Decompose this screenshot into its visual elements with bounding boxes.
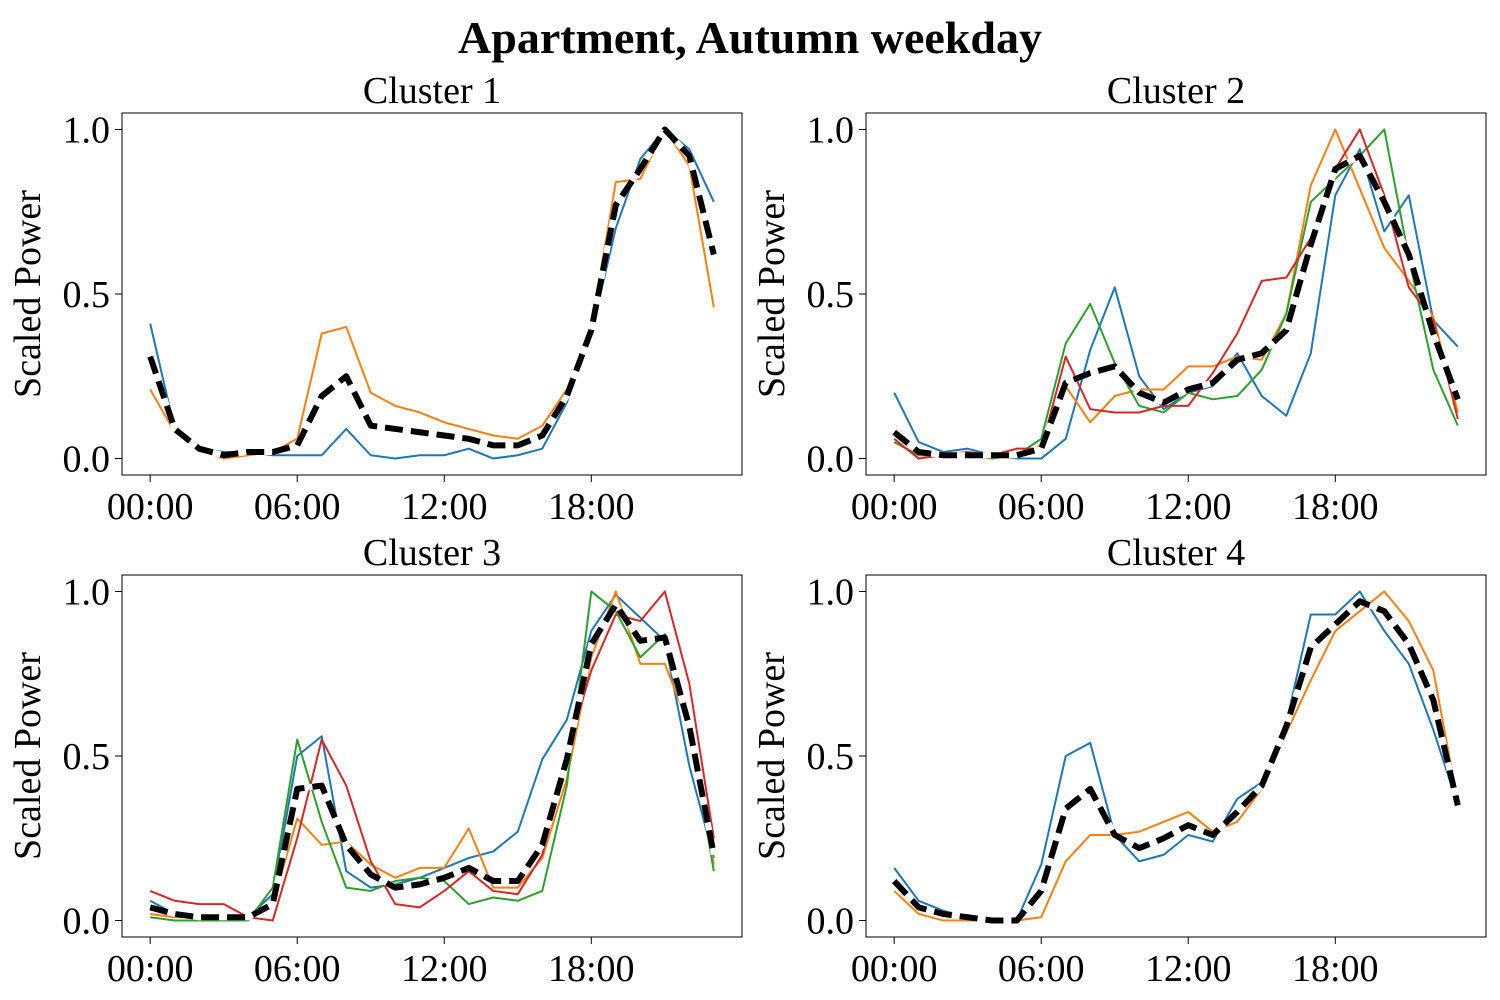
y-tick-label: 1.0	[63, 571, 111, 613]
series-line-1	[149, 128, 715, 460]
plot-area	[149, 590, 717, 922]
series-line-4	[149, 590, 715, 922]
x-tick-label: 18:00	[548, 948, 635, 990]
figure-title: Apartment, Autumn weekday	[458, 12, 1042, 63]
plot-area	[892, 128, 1461, 460]
y-tick-label: 0.0	[807, 901, 855, 943]
y-tick-label: 1.0	[807, 571, 855, 613]
mean-line-background	[149, 601, 717, 921]
y-tick-label: 0.0	[63, 439, 111, 481]
subplot-title: Cluster 1	[363, 70, 501, 112]
y-tick-label: 1.0	[63, 109, 111, 151]
x-tick-label: 12:00	[401, 948, 488, 990]
y-axis-label: Scaled Power	[751, 652, 793, 860]
x-tick-label: 18:00	[1292, 486, 1379, 528]
x-tick-label: 06:00	[998, 486, 1085, 528]
axes-frame	[121, 112, 743, 476]
x-tick-label: 06:00	[254, 486, 341, 528]
x-tick-label: 00:00	[107, 948, 194, 990]
x-tick-label: 06:00	[998, 948, 1085, 990]
mean-line	[892, 152, 1461, 459]
y-tick-label: 0.5	[63, 274, 111, 316]
subplot-3: Cluster 3 Scaled Power 00:00 06:00 12:00 18:0…	[7, 532, 743, 990]
y-tick-label: 0.5	[807, 274, 855, 316]
subplot-title: Cluster 3	[363, 532, 501, 574]
plot-area	[147, 126, 717, 460]
series-line-2	[893, 590, 1459, 922]
x-tick-label: 00:00	[851, 486, 938, 528]
x-tick-label: 18:00	[1292, 948, 1379, 990]
series-line-3	[150, 590, 715, 922]
axes-frame	[865, 574, 1487, 938]
y-tick-label: 1.0	[807, 109, 855, 151]
mean-line-background	[147, 126, 717, 459]
y-tick-label: 0.5	[807, 736, 855, 778]
subplot-title: Cluster 4	[1107, 532, 1245, 574]
subplot-1: Cluster 1 Scaled Power 00:00 06:00 12:00 18:0…	[7, 70, 743, 528]
mean-line-background	[892, 152, 1461, 459]
axes-frame	[865, 112, 1487, 476]
x-tick-label: 00:00	[107, 486, 194, 528]
mean-line	[149, 601, 717, 921]
subplot-4: Cluster 4 Scaled Power 00:00 06:00 12:00 18:0…	[751, 532, 1487, 990]
y-axis-label: Scaled Power	[751, 190, 793, 398]
series-line-2	[150, 590, 715, 922]
x-tick-label: 12:00	[401, 486, 488, 528]
mean-line-background	[891, 598, 1461, 924]
x-tick-label: 00:00	[851, 948, 938, 990]
y-tick-label: 0.0	[807, 439, 855, 481]
plot-area	[891, 590, 1461, 924]
subplot-title: Cluster 2	[1107, 70, 1245, 112]
y-tick-label: 0.0	[63, 901, 111, 943]
y-tick-label: 0.5	[63, 736, 111, 778]
subplot-2: Cluster 2 Scaled Power 00:00 06:00 12:00 18:0…	[751, 70, 1487, 528]
x-tick-label: 12:00	[1145, 486, 1232, 528]
series-line-1	[893, 590, 1459, 922]
x-tick-label: 12:00	[1145, 948, 1232, 990]
series-line-1	[893, 148, 1459, 460]
y-axis-label: Scaled Power	[7, 652, 49, 860]
x-tick-label: 06:00	[254, 948, 341, 990]
series-line-2	[149, 128, 715, 460]
mean-line	[147, 126, 717, 459]
mean-line	[891, 598, 1461, 924]
y-axis-label: Scaled Power	[7, 190, 49, 398]
x-tick-label: 18:00	[548, 486, 635, 528]
